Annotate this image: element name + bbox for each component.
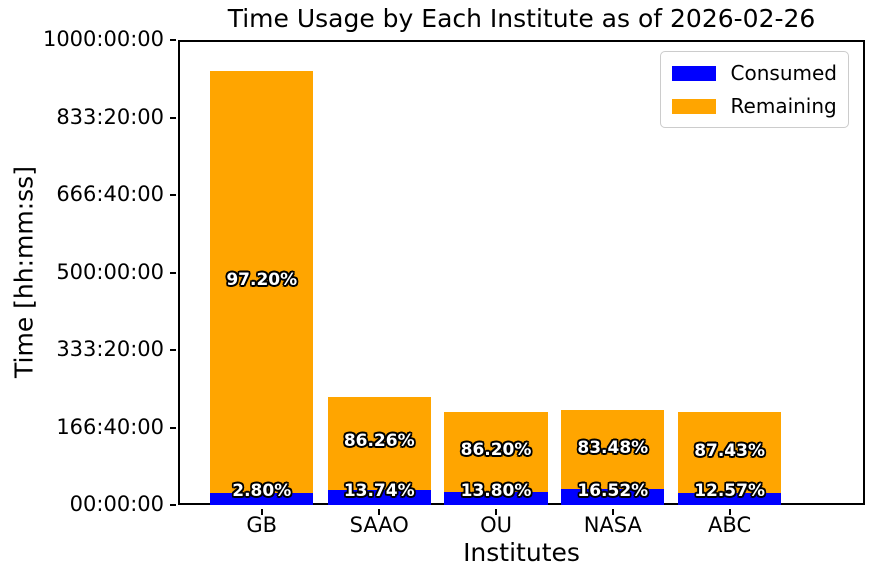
y-tick-label: 166:40:00 bbox=[56, 414, 164, 439]
legend: Consumed Remaining bbox=[659, 51, 849, 128]
y-tick-label: 500:00:00 bbox=[56, 259, 164, 284]
remaining-pct-label: 97.20% bbox=[226, 269, 298, 290]
y-tick-mark bbox=[170, 504, 176, 506]
y-axis-label: Time [hh:mm:ss] bbox=[9, 166, 39, 378]
bar-consumed-SAAO bbox=[327, 490, 431, 505]
x-tick-mark bbox=[260, 509, 263, 515]
y-tick-label: 833:20:00 bbox=[56, 104, 164, 129]
legend-row-consumed: Consumed bbox=[671, 61, 837, 85]
x-tick-mark bbox=[728, 509, 731, 515]
x-tick-mark bbox=[611, 509, 614, 515]
legend-swatch-consumed bbox=[671, 65, 716, 81]
y-tick-mark bbox=[170, 271, 176, 274]
remaining-pct-label: 86.26% bbox=[343, 431, 415, 452]
bar-remaining-NASA bbox=[561, 409, 665, 490]
x-tick-mark bbox=[495, 509, 498, 515]
consumed-pct-label: 13.74% bbox=[343, 481, 415, 501]
y-tick-label: 333:20:00 bbox=[56, 337, 164, 361]
legend-row-remaining: Remaining bbox=[671, 94, 837, 118]
bar-consumed-NASA bbox=[561, 489, 665, 505]
chart-title: Time Usage by Each Institute as of 2026-… bbox=[227, 4, 816, 33]
y-tick-mark bbox=[170, 116, 176, 119]
x-axis-label: Institutes bbox=[463, 538, 580, 567]
consumed-pct-label: 2.80% bbox=[232, 481, 292, 501]
bar-consumed-GB bbox=[210, 492, 314, 505]
bar-consumed-OU bbox=[444, 492, 548, 505]
x-tick-label: SAAO bbox=[349, 513, 409, 537]
x-tick-label: ABC bbox=[708, 513, 752, 537]
remaining-pct-label: 87.43% bbox=[694, 440, 765, 461]
consumed-pct-label: 12.57% bbox=[694, 481, 765, 501]
bar-remaining-ABC bbox=[678, 411, 782, 494]
x-tick-mark bbox=[378, 509, 381, 515]
y-tick-mark bbox=[170, 194, 176, 196]
y-tick-mark bbox=[170, 349, 176, 351]
legend-label: Remaining bbox=[730, 94, 837, 118]
y-tick-label: 1000:00:00 bbox=[42, 27, 164, 51]
y-tick-mark bbox=[170, 39, 176, 41]
y-tick-label: 00:00:00 bbox=[69, 492, 164, 516]
remaining-pct-label: 83.48% bbox=[577, 437, 649, 458]
plot-area: Consumed Remaining 00:00:00 166:40:00 333:2… bbox=[43, 27, 865, 537]
bar-consumed-ABC bbox=[678, 493, 782, 505]
consumed-pct-label: 16.52% bbox=[577, 481, 649, 501]
legend-label: Consumed bbox=[730, 61, 837, 85]
x-tick-label: GB bbox=[246, 513, 278, 537]
y-tick-label: 666:40:00 bbox=[56, 182, 164, 206]
y-tick-mark bbox=[170, 426, 176, 429]
legend-swatch-remaining bbox=[671, 98, 716, 114]
bar-remaining-GB bbox=[210, 71, 314, 493]
bar-remaining-OU bbox=[444, 412, 548, 493]
bar-remaining-SAAO bbox=[327, 396, 431, 491]
consumed-pct-label: 13.80% bbox=[460, 481, 532, 501]
x-tick-label: NASA bbox=[583, 513, 642, 537]
x-tick-label: OU bbox=[480, 513, 512, 537]
remaining-pct-label: 86.20% bbox=[460, 440, 532, 461]
